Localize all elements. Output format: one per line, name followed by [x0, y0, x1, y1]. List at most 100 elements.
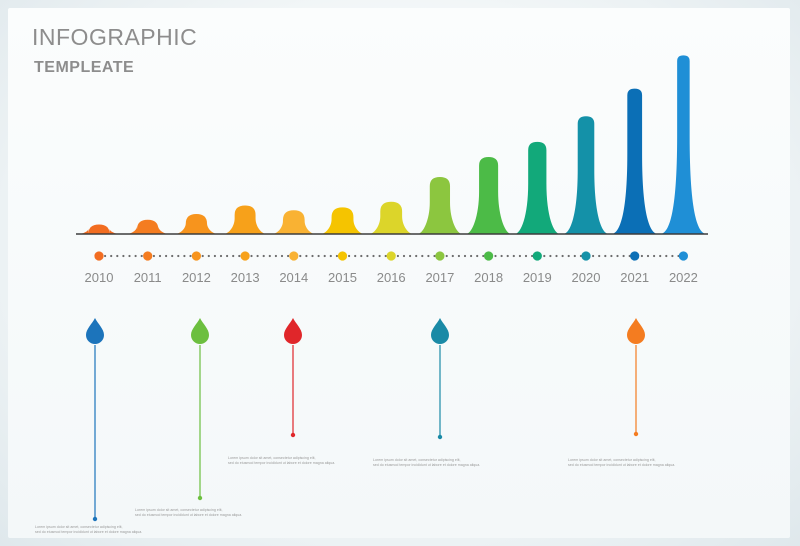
timeline-dot [561, 254, 564, 258]
timeline-dot [116, 254, 119, 258]
bar-2022 [660, 55, 707, 235]
timeline-dot [653, 254, 656, 258]
timeline-dot [384, 254, 387, 258]
timeline-dot [226, 254, 229, 258]
timeline-dot [354, 254, 357, 258]
callout-note-line-1: Lorem ipsum dolor sit amet, consectetur … [228, 456, 316, 460]
timeline-dot [616, 254, 619, 258]
bar-2021 [611, 88, 658, 235]
timeline-dot [317, 254, 320, 258]
timeline-dot [506, 254, 509, 258]
bar-2011 [126, 219, 169, 234]
year-label-2012: 2012 [182, 270, 211, 285]
timeline-marker-2011 [143, 251, 153, 261]
timeline-dot [250, 254, 253, 258]
timeline-dot [104, 254, 107, 258]
callout-note-line-2: sed do eiusmod tempor incididunt ut labo… [568, 463, 675, 467]
timeline-dot [280, 254, 284, 258]
year-label-2022: 2022 [669, 270, 698, 285]
callout-1: Lorem ipsum dolor sit amet, consectetur … [35, 318, 142, 534]
timeline-dot [274, 254, 277, 258]
timeline-marker-2021 [630, 251, 640, 261]
timeline-dot [671, 254, 674, 258]
timeline-marker-2022 [678, 251, 689, 261]
infographic-panel [8, 8, 790, 538]
timeline-dot [640, 254, 644, 258]
timeline-dot [262, 254, 265, 258]
timeline-dot [335, 254, 338, 258]
pin-drop-icon [627, 318, 645, 344]
bar-2017 [417, 177, 463, 234]
timeline-dot [189, 254, 192, 258]
timeline-dot [213, 254, 216, 258]
page-title: INFOGRAPHIC [32, 24, 198, 50]
timeline-dot [348, 254, 351, 258]
timeline-dot [457, 254, 460, 258]
timeline-dot [287, 254, 290, 258]
timeline-dot [622, 254, 625, 258]
callout-5: Lorem ipsum dolor sit amet, consectetur … [568, 318, 675, 467]
timeline-dot [219, 254, 223, 258]
bar-2012 [175, 214, 218, 234]
pin-end-dot [290, 432, 296, 438]
timeline-dot [128, 254, 131, 258]
timeline-dot [531, 254, 534, 258]
timeline-dot [567, 254, 570, 258]
year-label-2013: 2013 [231, 270, 260, 285]
timeline-dot [201, 254, 204, 258]
timeline-dot [238, 254, 241, 258]
year-label-2015: 2015 [328, 270, 357, 285]
year-labels: 2010 2011 2012 2013 2014 2015 2016 2017 2018 2019… [85, 270, 698, 285]
callout-pins: Lorem ipsum dolor sit amet, consectetur … [35, 318, 675, 534]
bar-2020 [563, 116, 609, 234]
bar-2019 [514, 141, 561, 234]
timeline-marker-2019 [532, 251, 542, 261]
bar-series [78, 55, 707, 235]
callout-note-line-2: sed do eiusmod tempor incididunt ut labo… [135, 513, 242, 517]
timeline-dot [470, 254, 473, 258]
timeline-dot [140, 254, 143, 258]
timeline-dot [427, 254, 430, 258]
timeline-dot [592, 254, 595, 258]
timeline-marker-2012 [191, 251, 201, 261]
callout-note-line-1: Lorem ipsum dolor sit amet, consectetur … [135, 508, 223, 512]
timeline-marker-2014 [289, 251, 299, 261]
timeline-dot [512, 254, 515, 258]
timeline-dot [500, 254, 503, 258]
timeline-dot [409, 254, 412, 258]
timeline-marker-2017 [435, 251, 445, 261]
timeline-dot [311, 254, 314, 258]
timeline-markers [94, 251, 689, 261]
timeline-dot [524, 254, 528, 258]
timeline-dot [494, 254, 497, 258]
timeline-dot [256, 254, 259, 258]
callout-note-line-1: Lorem ipsum dolor sit amet, consectetur … [568, 458, 656, 462]
bar-2010 [78, 224, 120, 235]
timeline-dot [177, 254, 180, 258]
timeline-dot [549, 254, 552, 258]
year-label-2020: 2020 [572, 270, 601, 285]
timeline-dot [573, 254, 576, 258]
year-label-2019: 2019 [523, 270, 552, 285]
pin-end-dot [437, 434, 443, 440]
bar-2014 [272, 210, 316, 234]
bar-2018 [466, 157, 512, 234]
pin-drop-icon [431, 318, 449, 344]
timeline-dot [402, 254, 406, 258]
timeline-dot [396, 254, 399, 258]
timeline-dot [433, 254, 436, 258]
timeline-dot [604, 254, 607, 258]
timeline-marker-2010 [94, 251, 104, 261]
timeline-dot [360, 254, 363, 258]
year-label-2016: 2016 [377, 270, 406, 285]
timeline-dot [518, 254, 522, 258]
bar-2015 [320, 207, 365, 234]
timeline-dot [122, 254, 125, 258]
timeline-dot [421, 254, 424, 258]
timeline-dot [378, 254, 381, 258]
callout-2: Lorem ipsum dolor sit amet, consectetur … [135, 318, 242, 517]
callout-note-line-2: sed do eiusmod tempor incididunt ut labo… [228, 461, 335, 465]
timeline-dot [305, 254, 308, 258]
timeline-dot [232, 254, 235, 258]
